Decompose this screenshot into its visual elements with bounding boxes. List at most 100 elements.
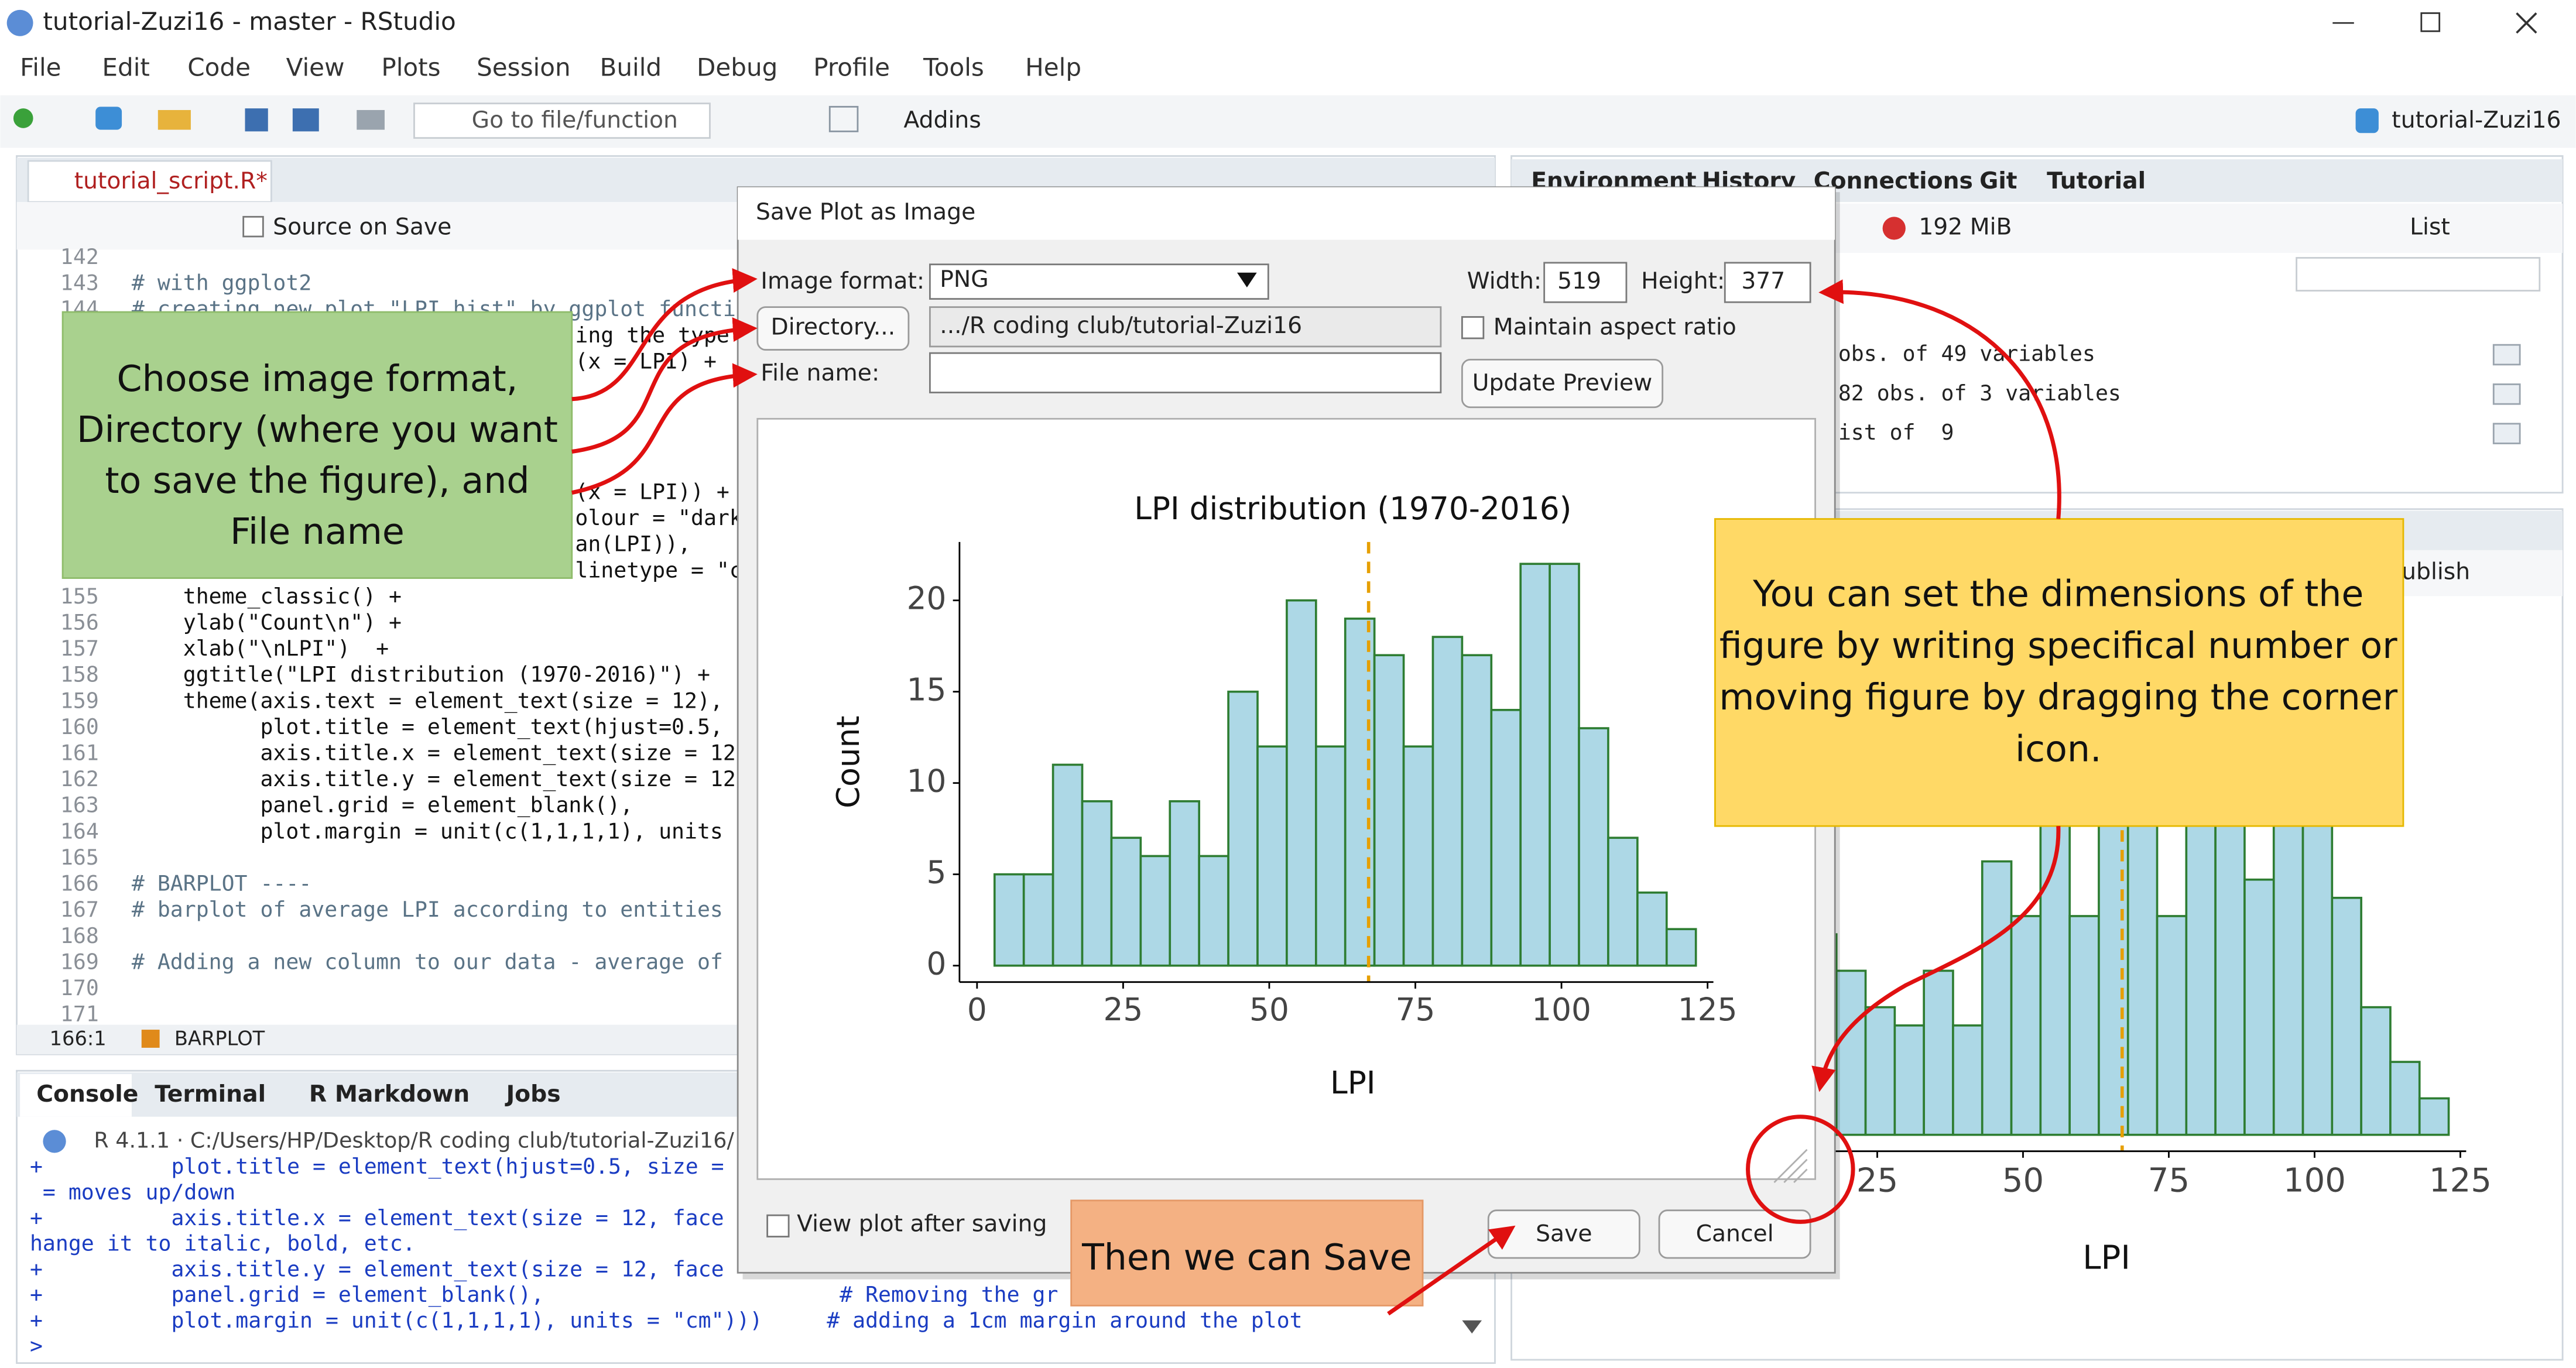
source-on-save-checkbox[interactable] (242, 215, 264, 238)
console-tab[interactable]: R Markdown (309, 1081, 470, 1108)
width-input[interactable] (1543, 262, 1628, 303)
checkbox-label[interactable]: Source on Save (273, 214, 451, 240)
menu-item[interactable]: Plots (381, 53, 440, 81)
x-tick-label: 75 (1396, 992, 1436, 1028)
histogram-bar (1952, 1024, 1984, 1136)
search-box[interactable] (2296, 257, 2541, 292)
arrow (571, 268, 758, 402)
menu-item[interactable]: Tools (923, 53, 984, 81)
line-number: 142 (60, 244, 99, 269)
file-name-input[interactable] (929, 352, 1442, 393)
console-tab[interactable]: Console (36, 1081, 138, 1108)
directory-button[interactable] (756, 306, 910, 351)
console-line: + axis.title.y = element_text(size = 12,… (30, 1256, 724, 1282)
format-select[interactable] (929, 263, 1269, 300)
histogram-bar (2126, 824, 2159, 1136)
menu-item[interactable]: View (286, 53, 345, 81)
resize-grip[interactable] (1773, 1148, 1808, 1183)
field-label: Height: (1641, 268, 1725, 294)
histogram-bar (1835, 969, 1867, 1136)
checkbox-label[interactable]: View plot after saving (797, 1211, 1047, 1237)
grid-view-icon[interactable] (2492, 344, 2521, 366)
histogram-bar (1636, 892, 1668, 967)
menu-item[interactable]: Debug (697, 53, 777, 81)
console-line: + plot.title = element_text(hjust=0.5, s… (30, 1154, 724, 1180)
histogram-bar (1139, 855, 1171, 967)
histogram-bar (1373, 654, 1405, 967)
section-label[interactable]: BARPLOT (174, 1027, 265, 1050)
x-tick-label: 50 (2002, 1162, 2044, 1200)
environment-tab[interactable]: Connections (1814, 168, 1973, 194)
code-line: olour = "dark (575, 505, 742, 530)
line-number: 159 (60, 688, 99, 713)
line-number: 158 (60, 662, 99, 687)
x-tick-label: 50 (1249, 992, 1289, 1028)
environment-tab[interactable]: Git (1979, 168, 2017, 194)
directory-path (929, 306, 1442, 348)
menu-item[interactable]: File (20, 53, 61, 81)
menu-item[interactable]: Code (187, 53, 251, 81)
menu-item[interactable]: Profile (813, 53, 890, 81)
console-tab[interactable]: Jobs (505, 1081, 561, 1108)
x-axis-label: LPI (1330, 1065, 1376, 1101)
environment-tab[interactable]: Tutorial (2047, 168, 2146, 194)
grid-view-icon[interactable] (2492, 383, 2521, 405)
menu-item[interactable]: Build (600, 53, 662, 81)
publish-button[interactable]: ublish (2402, 559, 2470, 585)
histogram-bar (1227, 690, 1259, 967)
addins-menu[interactable]: Addins (904, 107, 981, 133)
cancel-button[interactable] (1658, 1209, 1811, 1259)
histogram-bar (1051, 763, 1084, 967)
goto-file[interactable]: Go to file/function (472, 107, 678, 133)
console-tab[interactable]: Terminal (155, 1081, 266, 1108)
goto-box[interactable] (413, 102, 711, 139)
callout-text: Choose image format, (117, 358, 518, 400)
histogram-bar (1198, 855, 1229, 967)
callout-text: moving figure by dragging the corner (1719, 676, 2397, 718)
toolbar (0, 95, 2576, 148)
histogram-bar (2068, 915, 2100, 1136)
histogram-bar (1461, 654, 1493, 967)
project-menu[interactable]: tutorial-Zuzi16 (2392, 107, 2561, 133)
grid-view-icon[interactable] (2492, 423, 2521, 444)
button-label[interactable]: Save (1536, 1220, 1592, 1247)
button-label[interactable]: Update Preview (1472, 370, 1653, 396)
green-callout (61, 311, 573, 579)
histogram-bar (2331, 896, 2362, 1136)
x-tick-label: 0 (967, 992, 987, 1028)
save-icon (245, 108, 268, 132)
x-tick-label: 100 (1532, 992, 1591, 1028)
callout-text: File name (230, 510, 405, 553)
view-mode[interactable]: List (2410, 214, 2450, 240)
height-value[interactable]: 377 (1741, 268, 1785, 294)
code-line: theme(axis.text = element_text(size = 12… (132, 688, 723, 714)
format-value[interactable]: PNG (940, 266, 988, 293)
code-line: ggtitle("LPI distribution (1970-2016)") … (132, 662, 710, 687)
code-line: axis.title.x = element_text(size = 12 (132, 740, 736, 766)
histogram-bar (2214, 824, 2246, 1136)
field-label: Width: (1467, 268, 1542, 294)
menu-item[interactable]: Help (1025, 53, 1081, 81)
width-value[interactable]: 519 (1557, 268, 1601, 294)
update-preview-button[interactable] (1461, 359, 1664, 409)
view-after-checkbox[interactable] (766, 1214, 790, 1237)
height-input[interactable] (1724, 262, 1811, 303)
menu-item[interactable]: Edit (102, 53, 149, 81)
maximize[interactable] (2420, 12, 2441, 32)
checkbox-label[interactable]: Maintain aspect ratio (1493, 314, 1736, 341)
histogram-bar (2360, 1006, 2392, 1136)
button-label[interactable]: Directory... (770, 314, 895, 341)
memory-usage[interactable]: 192 MiB (1919, 214, 2012, 240)
scroll-arrow (1462, 1320, 1482, 1334)
line-number: 143 (60, 270, 99, 296)
menu-item[interactable]: Session (477, 53, 571, 81)
x-tick-label: 100 (2283, 1162, 2346, 1200)
histogram-bar (1315, 745, 1347, 967)
console-line: = moves up/down (30, 1180, 235, 1205)
histogram-bar (1578, 727, 1609, 967)
tab-label[interactable]: tutorial_script.R* (74, 168, 268, 194)
aspect-checkbox[interactable] (1461, 316, 1485, 340)
button-label[interactable]: Cancel (1696, 1220, 1774, 1247)
section-icon (141, 1030, 160, 1048)
